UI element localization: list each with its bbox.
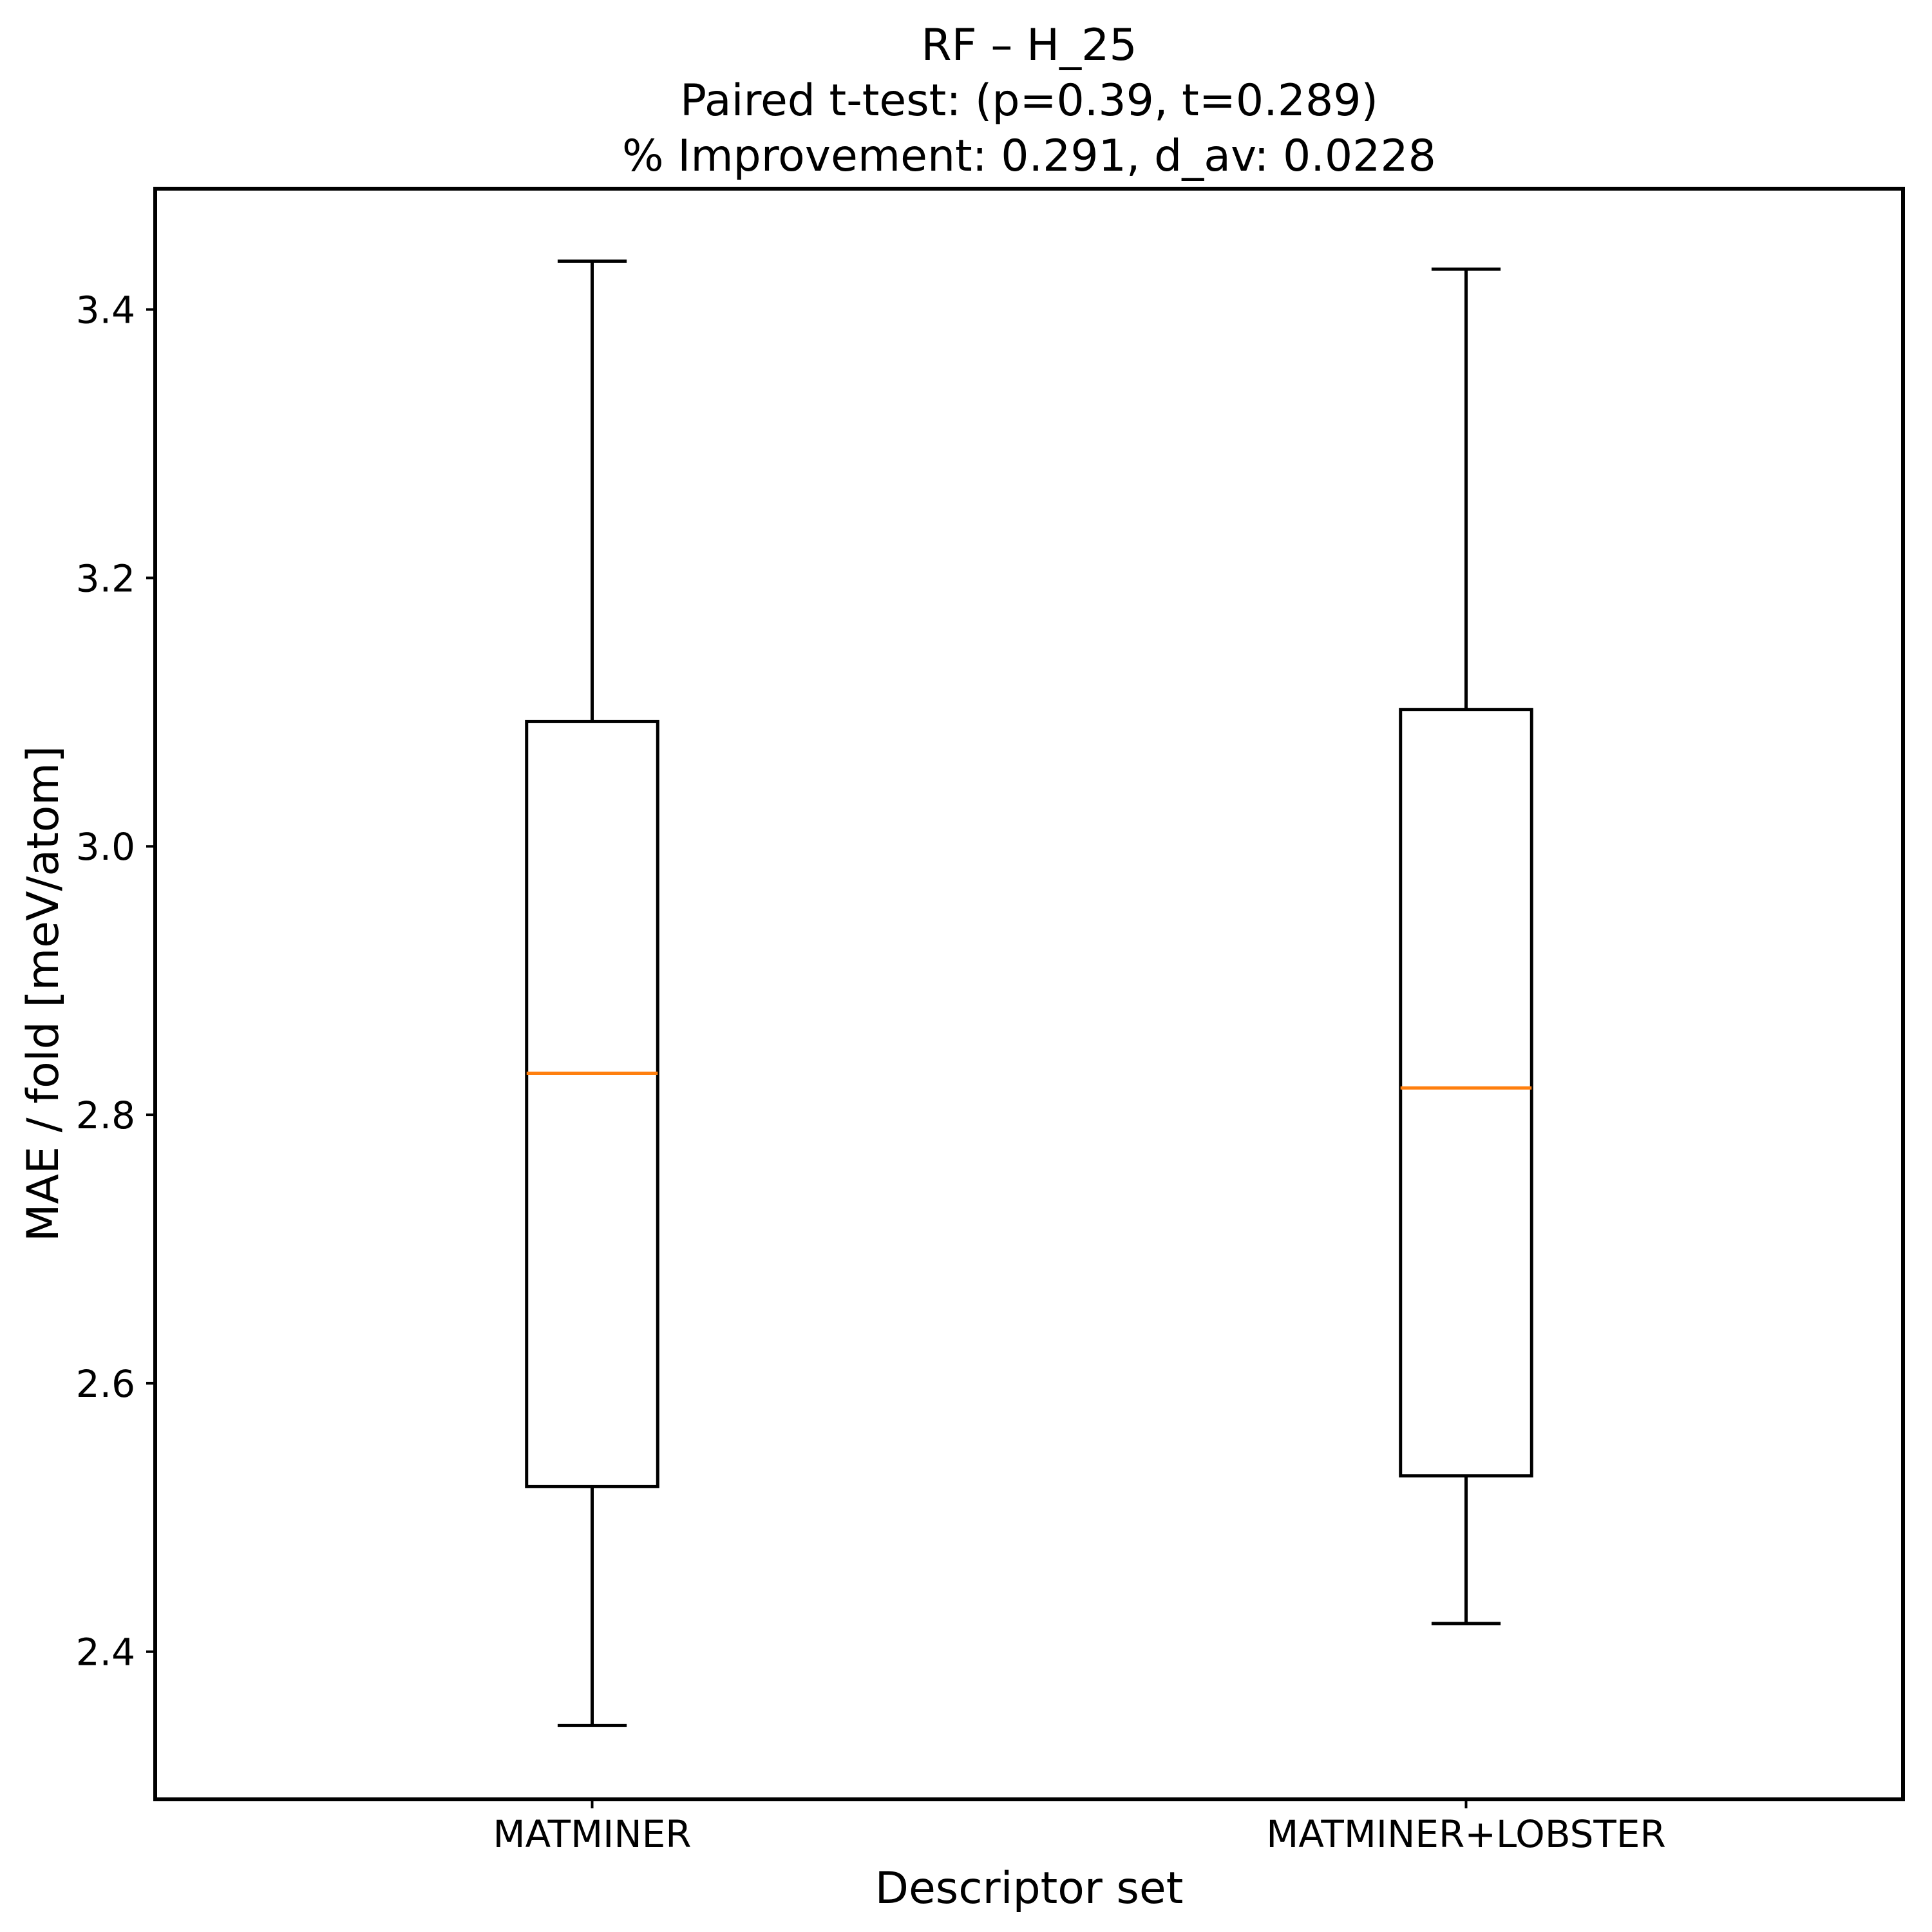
y-tick-label: 3.2 bbox=[76, 556, 135, 600]
chart-title-line-2: Paired t-test: (p=0.39, t=0.289) bbox=[680, 75, 1378, 126]
iqr-box bbox=[525, 719, 659, 1488]
y-tick-label: 3.4 bbox=[76, 289, 135, 332]
boxplot-series bbox=[525, 260, 1533, 1727]
x-axis-ticks: MATMINER MATMINER+LOBSTER bbox=[493, 1799, 1666, 1856]
y-tick-label: 2.8 bbox=[76, 1094, 135, 1137]
x-tick-label: MATMINER+LOBSTER bbox=[1266, 1812, 1666, 1856]
y-tick-label: 2.6 bbox=[76, 1362, 135, 1406]
iqr-box bbox=[1399, 708, 1533, 1478]
x-tick-label: MATMINER bbox=[493, 1812, 691, 1856]
y-tick-label: 2.4 bbox=[76, 1631, 135, 1674]
x-axis-label: Descriptor set bbox=[875, 1863, 1184, 1914]
chart-title-line-3: % Improvement: 0.291, d_av: 0.0228 bbox=[622, 131, 1436, 182]
y-axis-ticks: 2.4 2.6 2.8 3.0 3.2 3.4 bbox=[76, 289, 155, 1674]
boxplot-matminer bbox=[525, 260, 659, 1727]
plot-area-border bbox=[153, 187, 1905, 1801]
y-axis-label: MAE / fold [meV/atom] bbox=[18, 746, 69, 1242]
chart-title-line-1: RF – H_25 bbox=[921, 20, 1137, 71]
boxplot-matminer-lobster bbox=[1399, 267, 1533, 1625]
y-tick-label: 3.0 bbox=[76, 825, 135, 869]
